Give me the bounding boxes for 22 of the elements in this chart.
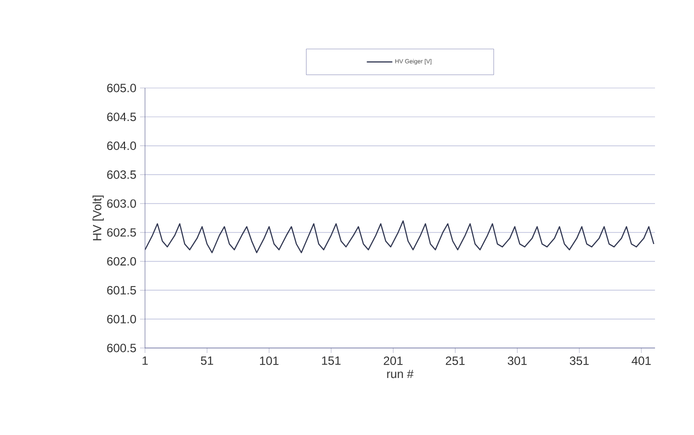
x-tick-label: 101 bbox=[260, 356, 278, 365]
y-tick-label: 604.5 bbox=[107, 112, 136, 122]
x-tick-label: 201 bbox=[384, 356, 403, 365]
x-tick-label: 351 bbox=[570, 356, 589, 365]
y-tick-label: 600.5 bbox=[107, 344, 136, 352]
y-tick-label: 601.0 bbox=[107, 314, 136, 324]
y-tick-label: 602.5 bbox=[107, 228, 136, 237]
y-tick-label: 602.0 bbox=[107, 257, 136, 266]
y-tick-label: 603.5 bbox=[107, 170, 136, 179]
x-tick-label: 151 bbox=[322, 356, 341, 365]
x-tick-label: 1 bbox=[142, 356, 148, 365]
x-tick-label: 401 bbox=[632, 356, 651, 365]
x-tick-label: 51 bbox=[200, 356, 214, 365]
y-tick-label: 605.0 bbox=[107, 84, 136, 92]
y-tick-label: 601.5 bbox=[107, 286, 136, 294]
y-tick-label: 604.0 bbox=[107, 142, 136, 150]
x-tick-label: 301 bbox=[508, 356, 527, 365]
x-axis-title: run # bbox=[387, 370, 414, 378]
line-series bbox=[145, 220, 654, 254]
x-tick-label: 251 bbox=[446, 356, 465, 365]
y-axis-title: HV [Volt] bbox=[92, 196, 104, 240]
y-tick-label: 603.0 bbox=[107, 199, 136, 208]
